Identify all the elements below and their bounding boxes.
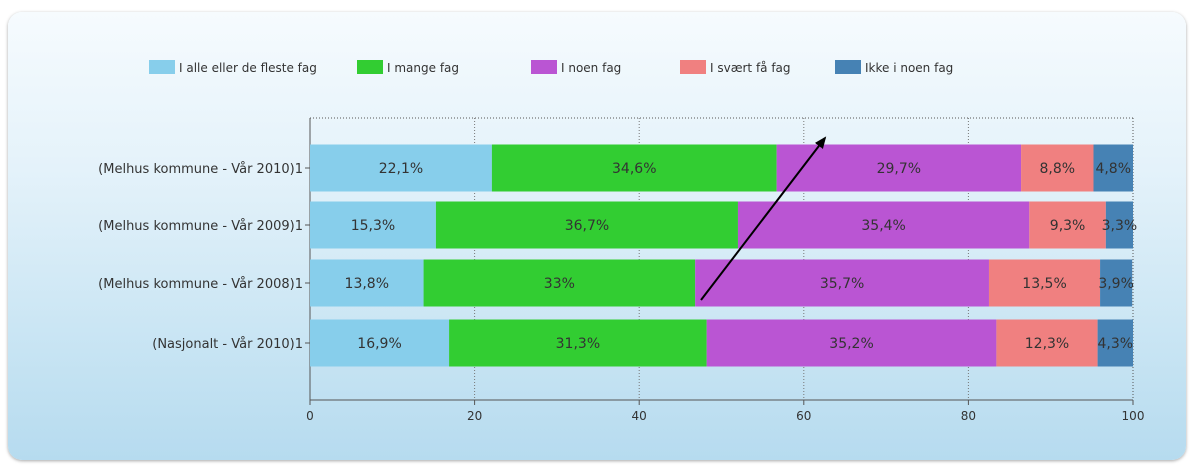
data-label: 15,3% [351,218,395,234]
x-tick-label: 0 [306,409,314,423]
data-label: 3,9% [1098,276,1134,292]
legend-swatch [680,60,706,74]
bar-segment-i-mange-fag [423,259,696,307]
bar-segment-i-alle-eller-de-fleste-fag [310,319,450,367]
legend-swatch [531,60,557,74]
legend-label: I mange fag [387,61,459,75]
legend-label: I alle eller de fleste fag [179,61,317,75]
x-tick-label: 40 [632,409,647,423]
data-label: 35,2% [829,336,873,352]
bar-segment-i-alle-eller-de-fleste-fag [310,144,492,192]
bar-segment-ikke-i-noen-fag [1093,144,1133,192]
data-label: 4,3% [1098,336,1134,352]
bar-segment-i-noen-fag [737,201,1030,249]
bar-segment-i-noen-fag [695,259,989,307]
data-label: 13,8% [345,276,389,292]
category-label: (Melhus kommune - Vår 2008)1 [98,277,303,292]
annotation-arrow [700,136,827,301]
bar-segment-i-alle-eller-de-fleste-fag [310,201,436,249]
bar-segment-i-sv-rt-f-fag [1021,144,1094,192]
data-label: 36,7% [565,218,609,234]
data-label: 12,3% [1025,336,1069,352]
bar-segment-i-sv-rt-f-fag [988,259,1101,307]
x-tick-label: 20 [467,409,482,423]
legend-label: I svært få fag [710,61,791,75]
data-label: 22,1% [379,161,423,177]
data-label: 8,8% [1039,161,1075,177]
bar-segment-ikke-i-noen-fag [1100,259,1133,307]
bar-segment-i-noen-fag [776,144,1022,192]
bar-segment-i-mange-fag [435,201,738,249]
x-tick-label: 80 [961,409,976,423]
bar-segment-ikke-i-noen-fag [1097,319,1133,367]
legend-swatch [149,60,175,74]
legend-label: I noen fag [561,61,621,75]
category-label: (Melhus kommune - Vår 2009)1 [98,219,303,234]
data-label: 35,4% [861,218,905,234]
legend-label: Ikke i noen fag [865,61,953,75]
chart-panel: I alle eller de fleste fag I mange fag I n… [8,12,1186,460]
data-label: 31,3% [556,336,600,352]
bar-segment-ikke-i-noen-fag [1105,201,1133,249]
data-label: 13,5% [1022,276,1066,292]
plot-area: 0 20 40 60 80 100 (Melhus kommune - Vår 2010)1… [98,117,1145,423]
stacked-bar-chart: I alle eller de fleste fag I mange fag I n… [98,60,1145,423]
legend-swatch [357,60,383,74]
data-label: 29,7% [877,161,921,177]
legend-swatch [835,60,861,74]
bar-segment-i-mange-fag [449,319,707,367]
data-label: 34,6% [612,161,656,177]
data-label: 16,9% [357,336,401,352]
bar-segment-i-mange-fag [491,144,777,192]
data-label: 3,3% [1102,218,1138,234]
data-label: 4,8% [1095,161,1131,177]
data-label: 33% [544,276,575,292]
data-label: 9,3% [1050,218,1086,234]
bar-segment-i-noen-fag [706,319,997,367]
bar-segment-i-alle-eller-de-fleste-fag [310,259,424,307]
category-label: (Nasjonalt - Vår 2010)1 [152,337,303,352]
bar-segment-i-sv-rt-f-fag [996,319,1098,367]
x-tick-label: 100 [1122,409,1145,423]
category-label: (Melhus kommune - Vår 2010)1 [98,162,303,177]
bar-segment-i-sv-rt-f-fag [1029,201,1106,249]
legend: I alle eller de fleste fag I mange fag I n… [149,60,953,75]
x-tick-label: 60 [796,409,811,423]
data-label: 35,7% [820,276,864,292]
